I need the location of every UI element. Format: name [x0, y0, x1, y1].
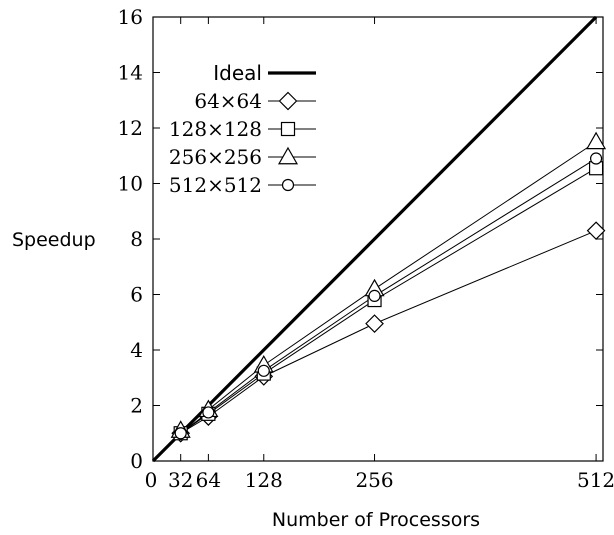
- x-tick-label: 128: [245, 468, 283, 492]
- y-axis-ticks: 0 2 4 6 8 10 12 14 16: [118, 5, 603, 473]
- y-tick-label: 10: [118, 172, 143, 196]
- x-axis-label: Number of Processors: [272, 509, 480, 531]
- series-line-diamond: [180, 230, 597, 434]
- legend-marker-triangle: [277, 146, 299, 165]
- y-tick-label: 0: [130, 449, 143, 473]
- series-line-ideal: [151, 15, 598, 463]
- data-point-triangle: [586, 131, 607, 150]
- y-tick-label: 6: [130, 283, 143, 307]
- x-tick-label: 64: [196, 468, 221, 492]
- data-point-circle: [589, 152, 603, 165]
- series-markers: [170, 131, 607, 443]
- y-tick-label: 14: [118, 61, 143, 85]
- y-tick-label: 8: [130, 227, 143, 251]
- data-point-circle: [257, 364, 270, 377]
- legend-marker-square: [280, 121, 296, 137]
- series-line-square: [180, 167, 597, 434]
- legend: Ideal 64×64 128×128 256×256 512×512: [169, 61, 316, 197]
- data-point-diamond: [586, 221, 606, 241]
- x-tick-label: 32: [168, 468, 193, 492]
- y-tick-label: 4: [130, 338, 143, 362]
- data-point-diamond: [365, 314, 384, 333]
- x-axis-ticks: 0 32 64 128 256 512: [145, 17, 614, 492]
- legend-label: 256×256: [169, 145, 262, 169]
- legend-label: 64×64: [194, 89, 262, 113]
- data-point-circle: [202, 406, 215, 419]
- data-point-circle: [368, 289, 381, 302]
- x-tick-label: 0: [145, 468, 158, 492]
- y-axis-label: Speedup: [12, 229, 96, 251]
- legend-marker-circle: [281, 178, 295, 192]
- data-point-circle: [174, 427, 187, 440]
- x-tick-label: 256: [355, 468, 393, 492]
- legend-label: 512×512: [169, 173, 262, 197]
- legend-marker-diamond: [278, 91, 298, 111]
- y-tick-label: 12: [118, 116, 143, 140]
- y-tick-label: 2: [130, 394, 143, 418]
- legend-label: Ideal: [213, 61, 262, 85]
- y-tick-label: 16: [118, 5, 143, 29]
- legend-label: 128×128: [169, 117, 262, 141]
- x-tick-label: 512: [577, 468, 614, 492]
